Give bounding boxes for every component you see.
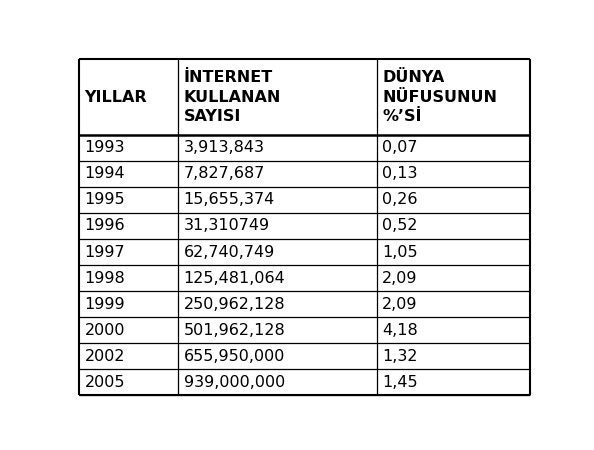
Text: DÜNYA
NÜFUSUNUN
%’Sİ: DÜNYA NÜFUSUNUN %’Sİ [382, 70, 497, 124]
Text: 1996: 1996 [84, 219, 125, 234]
Text: 3,913,843: 3,913,843 [184, 140, 265, 155]
Text: 1993: 1993 [84, 140, 125, 155]
Text: 4,18: 4,18 [382, 323, 418, 338]
Text: İNTERNET
KULLANAN
SAYISI: İNTERNET KULLANAN SAYISI [184, 70, 281, 124]
Text: 655,950,000: 655,950,000 [184, 349, 285, 364]
Text: 0,26: 0,26 [382, 193, 418, 207]
Text: 1994: 1994 [84, 166, 125, 181]
Text: 0,13: 0,13 [382, 166, 418, 181]
Text: 2,09: 2,09 [382, 270, 418, 286]
Text: 2005: 2005 [84, 375, 125, 390]
Text: 939,000,000: 939,000,000 [184, 375, 285, 390]
Text: YILLAR: YILLAR [84, 90, 147, 104]
Text: 7,827,687: 7,827,687 [184, 166, 265, 181]
Text: 501,962,128: 501,962,128 [184, 323, 285, 338]
Text: 250,962,128: 250,962,128 [184, 297, 285, 312]
Text: 15,655,374: 15,655,374 [184, 193, 275, 207]
Text: 1,05: 1,05 [382, 244, 418, 260]
Text: 62,740,749: 62,740,749 [184, 244, 275, 260]
Text: 0,07: 0,07 [382, 140, 418, 155]
Text: 125,481,064: 125,481,064 [184, 270, 285, 286]
Text: 1998: 1998 [84, 270, 125, 286]
Text: 31,310749: 31,310749 [184, 219, 270, 234]
Text: 2002: 2002 [84, 349, 125, 364]
Text: 2000: 2000 [84, 323, 125, 338]
Text: 1995: 1995 [84, 193, 125, 207]
Text: 2,09: 2,09 [382, 297, 418, 312]
Text: 0,52: 0,52 [382, 219, 418, 234]
Text: 1,45: 1,45 [382, 375, 418, 390]
Text: 1999: 1999 [84, 297, 125, 312]
Text: 1997: 1997 [84, 244, 125, 260]
Text: 1,32: 1,32 [382, 349, 418, 364]
